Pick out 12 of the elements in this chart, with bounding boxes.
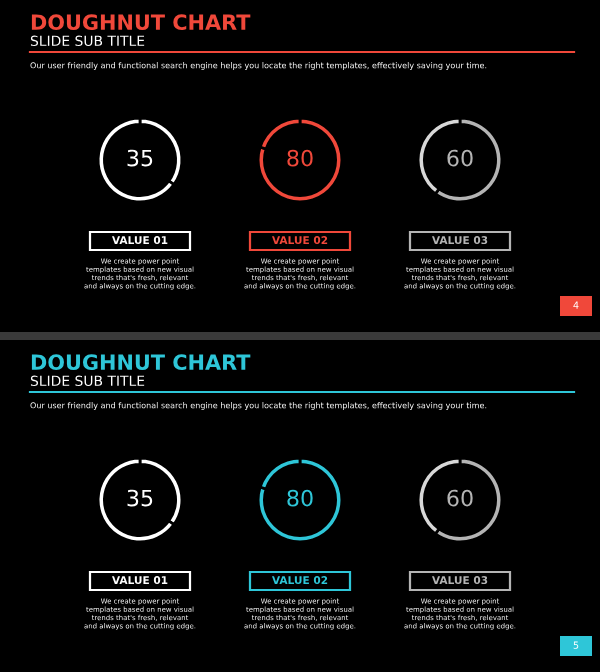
- donut-slice: [256, 456, 344, 544]
- data-label: 60: [447, 149, 473, 167]
- donut-slice: [256, 116, 344, 204]
- donut-slice: [96, 456, 176, 544]
- data-label: 35: [127, 489, 153, 507]
- text: DOUGHNUT CHART: [31, 14, 251, 31]
- data-label: 35: [127, 149, 153, 167]
- data-label: 60: [447, 489, 473, 507]
- text: DOUGHNUT CHART: [31, 354, 251, 371]
- data-label: 80: [287, 149, 313, 167]
- donut-slice: [96, 116, 176, 204]
- data-label: 80: [287, 489, 313, 507]
